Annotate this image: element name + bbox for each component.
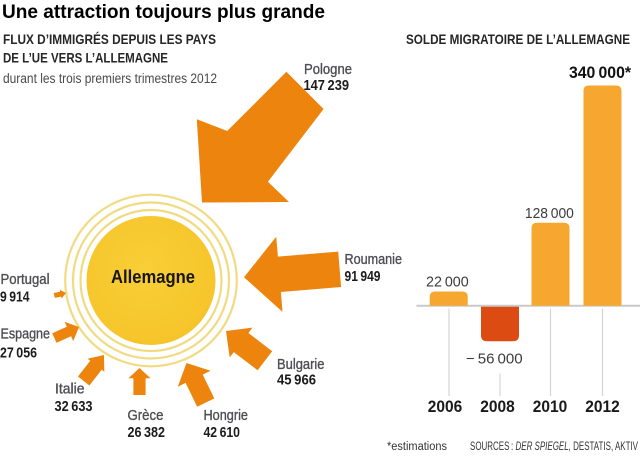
svg-text:Portugal: Portugal [1,272,50,288]
svg-text:Une attraction toujours plus g: Une attraction toujours plus grande [2,1,325,23]
svg-text:32 633: 32 633 [55,398,93,415]
svg-text:Italie: Italie [55,382,85,398]
svg-text:22 000: 22 000 [426,274,469,291]
svg-text:Roumanie: Roumanie [345,252,403,268]
svg-text:Allemagne: Allemagne [111,266,195,287]
svg-text:42 610: 42 610 [204,424,241,441]
svg-text:Pologne: Pologne [304,62,352,78]
svg-text:45 966: 45 966 [277,372,316,389]
svg-text:*estimations: *estimations [387,441,447,453]
svg-text:SOLDE MIGRATOIRE DE L’ALLEMAGN: SOLDE MIGRATOIRE DE L’ALLEMAGNE [406,31,630,47]
svg-text:2010: 2010 [533,398,568,416]
svg-text:27 056: 27 056 [0,345,37,362]
svg-text:Espagne: Espagne [1,327,51,343]
svg-text:340 000*: 340 000* [569,64,632,82]
svg-text:9 914: 9 914 [0,289,30,306]
svg-text:Hongrie: Hongrie [204,408,249,424]
svg-text:− 56 000: − 56 000 [466,351,523,368]
svg-text:DE L’UE VERS L’ALLEMAGNE: DE L’UE VERS L’ALLEMAGNE [3,50,168,66]
svg-text:147 239: 147 239 [304,77,350,94]
svg-text:128 000: 128 000 [525,205,574,222]
svg-text:Grèce: Grèce [128,408,164,424]
svg-text:26 382: 26 382 [128,424,166,441]
svg-text:91 949: 91 949 [345,268,381,285]
svg-text:SOURCES : DER SPIEGEL, DESTATI: SOURCES : DER SPIEGEL, DESTATIS, AKTIV [470,441,638,453]
svg-text:Bulgarie: Bulgarie [277,357,325,373]
svg-text:durant les trois premiers trim: durant les trois premiers trimestres 201… [3,71,217,86]
svg-text:FLUX D’IMMIGRÉS DEPUIS LES PAY: FLUX D’IMMIGRÉS DEPUIS LES PAYS [3,31,216,47]
svg-text:2008: 2008 [480,398,515,416]
svg-text:2012: 2012 [585,398,620,416]
svg-text:2006: 2006 [428,398,463,416]
